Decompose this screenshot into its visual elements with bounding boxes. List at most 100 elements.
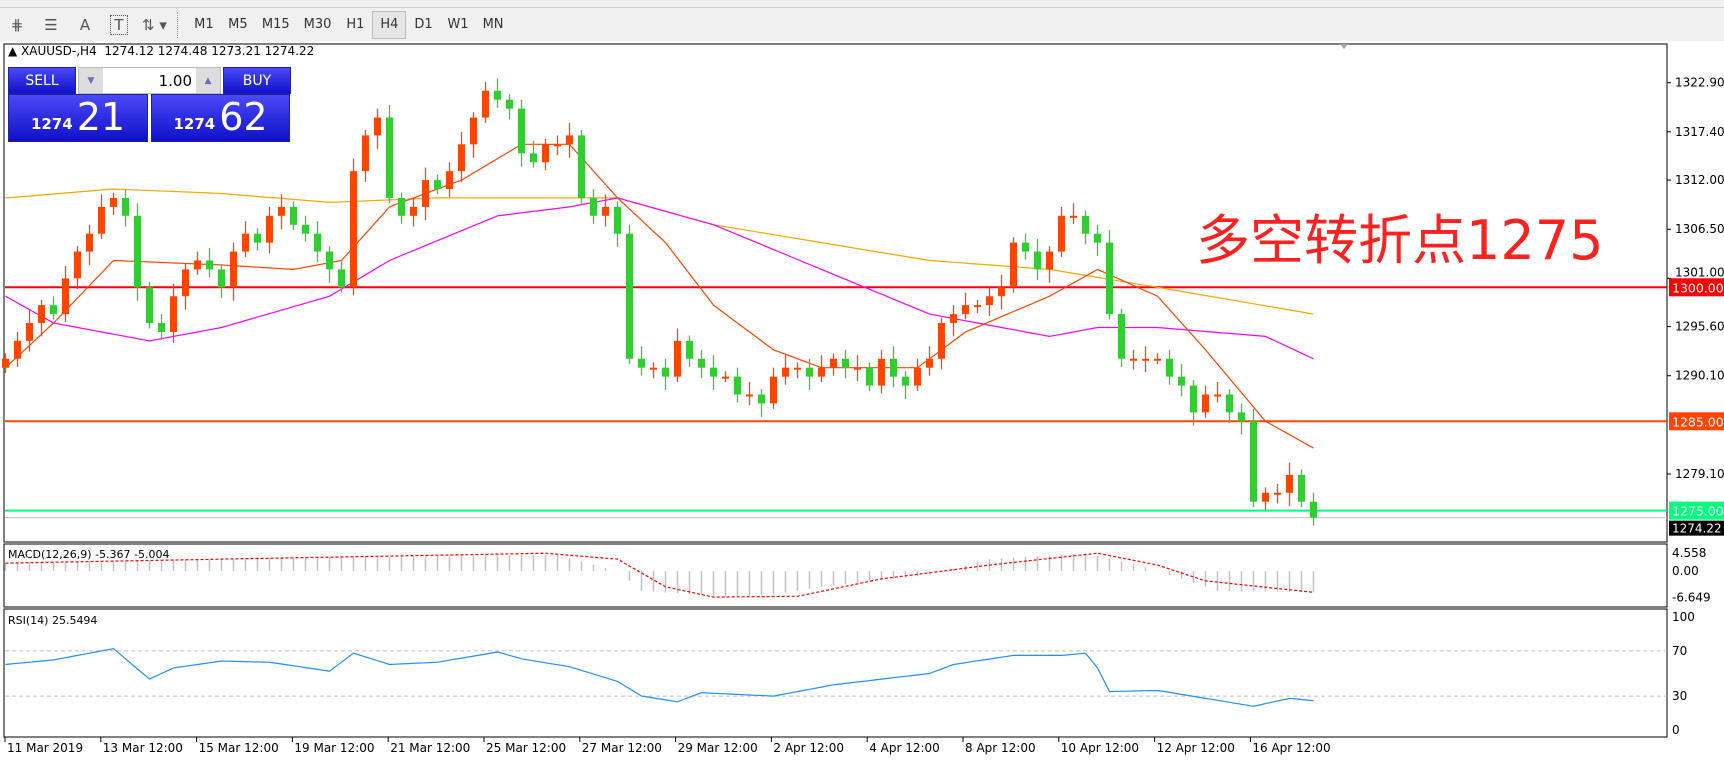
rsi-pane — [3, 608, 1668, 738]
timeframe-h1[interactable]: H1 — [346, 17, 365, 32]
candle-body — [1070, 215, 1077, 218]
timeframe-m30[interactable]: M30 — [303, 17, 332, 32]
candle-body — [830, 358, 837, 368]
price-tick-label: 1312.00 — [1675, 173, 1724, 187]
timeframe-mn[interactable]: MN — [482, 17, 504, 32]
macd-tick-label: 0.00 — [1672, 564, 1699, 578]
time-tick-label: 8 Apr 12:00 — [965, 741, 1036, 755]
buy-button[interactable]: BUY — [223, 67, 291, 94]
rsi-label: RSI(14) 25.5494 — [8, 614, 97, 627]
timeframe-h4[interactable]: H4 — [372, 10, 407, 39]
candle-body — [770, 376, 777, 404]
timeframe-m15[interactable]: M15 — [261, 17, 290, 32]
candle-body — [1310, 501, 1317, 518]
candle-body — [1154, 358, 1161, 361]
candle-body — [962, 305, 969, 315]
timeframe-m5[interactable]: M5 — [228, 17, 248, 32]
candle-body — [686, 340, 693, 359]
time-tick-label: 10 Apr 12:00 — [1061, 741, 1139, 755]
candle-body — [818, 367, 825, 377]
time-tick-label: 15 Mar 12:00 — [199, 741, 279, 755]
label-tool-button[interactable]: T — [102, 11, 136, 39]
candle-body — [1274, 492, 1281, 495]
candle-body — [230, 251, 237, 288]
candle-body — [602, 206, 609, 216]
volume-down-button[interactable]: ▼ — [79, 68, 103, 93]
drawing-toolbar: ⋕ ☰ A T ⇅ ▾ M1 M5 M15 M30 H1 H4 D1 W1 MN — [0, 8, 1724, 41]
volume-up-button[interactable]: ▲ — [196, 68, 220, 93]
buy-price-minor: 62 — [219, 95, 268, 139]
timeframe-w1[interactable]: W1 — [447, 17, 469, 32]
candle-body — [614, 206, 621, 234]
buy-price-box[interactable]: 1274 62 — [151, 94, 290, 142]
candle-body — [662, 367, 669, 377]
price-tick-label: 1306.50 — [1675, 222, 1724, 236]
volume-input[interactable]: 1.00 — [158, 71, 192, 90]
timeframe-d1[interactable]: D1 — [414, 17, 433, 32]
sell-price-box[interactable]: 1274 21 — [8, 94, 148, 142]
toolbar-separator — [176, 11, 183, 38]
timeframe-bar: M1 M5 M15 M30 H1 H4 D1 W1 MN — [187, 10, 511, 39]
candle-body — [674, 340, 681, 377]
candle-body — [782, 367, 789, 377]
price-tick-label: 1295.60 — [1675, 320, 1724, 334]
candle-body — [434, 180, 441, 190]
chart-window[interactable]: 1322.90 1317.40 1312.00 1306.50 1301.00 1295.… — [0, 41, 1724, 764]
time-tick-label: 19 Mar 12:00 — [294, 741, 374, 755]
time-tick-label: 12 Apr 12:00 — [1157, 741, 1235, 755]
candle-body — [542, 144, 549, 163]
candle-body — [566, 135, 573, 145]
rsi-tick-label: 70 — [1672, 644, 1687, 658]
text-tool-button[interactable]: A — [79, 15, 91, 34]
candle-body — [890, 358, 897, 377]
candle-body — [194, 260, 201, 270]
main-pane — [3, 43, 1668, 543]
candle-body — [1202, 394, 1209, 413]
candle-body — [302, 224, 309, 234]
candle-body — [446, 171, 453, 190]
candle-body — [1106, 242, 1113, 315]
candle-body — [350, 171, 357, 288]
candle-body — [110, 197, 117, 207]
price-tick-label: 1301.00 — [1675, 265, 1724, 279]
sell-button[interactable]: SELL — [8, 67, 76, 94]
candle-body — [470, 117, 477, 145]
price-label-1285: 1285.00 — [1672, 414, 1724, 429]
fibo-icon[interactable]: ☰ — [44, 15, 58, 34]
time-tick-label: 11 Mar 2019 — [7, 741, 83, 755]
candle-body — [338, 269, 345, 288]
chart-header: ▲ XAUUSD-,H4 1274.12 1274.48 1273.21 127… — [8, 44, 315, 58]
candle-body — [734, 376, 741, 395]
arrows-icon[interactable]: ⇅ ▾ — [142, 15, 167, 34]
ma-fast-line — [5, 143, 1314, 449]
candle-body — [698, 358, 705, 368]
price-tick-label: 1317.40 — [1675, 125, 1724, 139]
candle-body — [986, 296, 993, 306]
candle-body — [1238, 412, 1245, 422]
candle-body — [1034, 251, 1041, 270]
candle-body — [74, 251, 81, 279]
candle-body — [86, 233, 93, 252]
volume-field[interactable]: ▼ 1.00 ▲ — [78, 67, 221, 94]
candle-body — [386, 117, 393, 198]
candle-body — [482, 90, 489, 118]
timeframe-m1[interactable]: M1 — [194, 17, 214, 32]
chart-canvas: 1322.90 1317.40 1312.00 1306.50 1301.00 1295.… — [2, 43, 1724, 755]
time-tick-label: 21 Mar 12:00 — [390, 741, 470, 755]
price-label-bg — [1669, 501, 1724, 520]
candle-body — [1058, 215, 1065, 252]
candle-body — [398, 197, 405, 216]
ma-mid-line — [5, 197, 1314, 360]
buy-price-major: 1274 — [173, 115, 216, 133]
candle-body — [1046, 251, 1053, 270]
candle-body — [1214, 394, 1221, 397]
candle-body — [806, 367, 813, 377]
candle-body — [590, 197, 597, 216]
candle-body — [650, 367, 657, 370]
candle-body — [518, 108, 525, 154]
candle-body — [362, 135, 369, 172]
candle-body — [902, 376, 909, 386]
lines-icon[interactable]: ⋕ — [10, 15, 24, 34]
candle-body — [254, 233, 261, 243]
candle-body — [1250, 421, 1257, 502]
